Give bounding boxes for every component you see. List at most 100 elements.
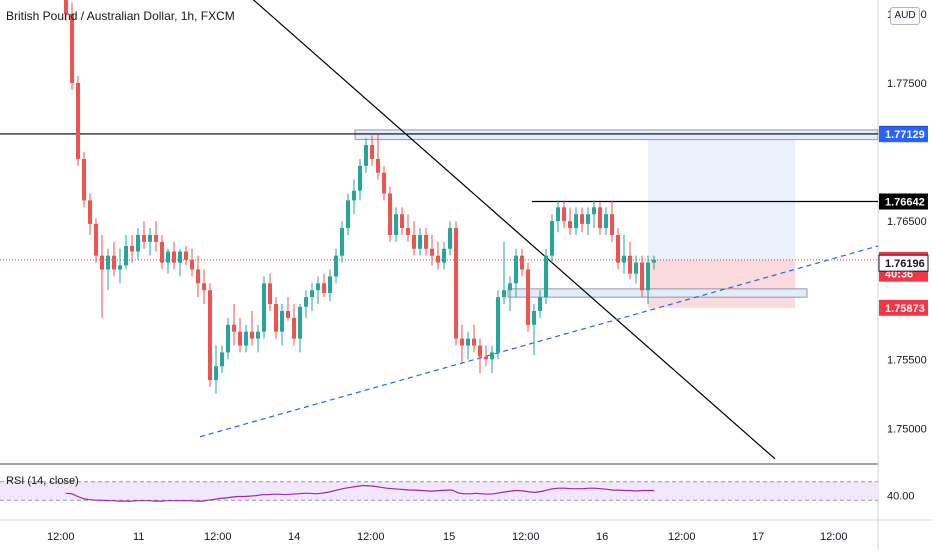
candle-body[interactable] (472, 338, 476, 346)
candle-body[interactable] (94, 223, 98, 256)
candle-body[interactable] (136, 234, 140, 252)
candle-body[interactable] (172, 251, 176, 263)
candle-body[interactable] (520, 255, 524, 270)
candle-body[interactable] (184, 251, 188, 260)
candle-body[interactable] (580, 214, 584, 224)
candle-body[interactable] (334, 255, 338, 277)
candle-body[interactable] (298, 306, 302, 339)
candle-body[interactable] (514, 255, 518, 284)
candle-body[interactable] (226, 324, 230, 353)
sr-zone[interactable] (507, 288, 808, 298)
candle-body[interactable] (154, 234, 158, 242)
position-loss-zone[interactable] (648, 259, 795, 308)
candle-body[interactable] (448, 228, 452, 249)
candle-body[interactable] (406, 228, 410, 235)
candle-body[interactable] (592, 207, 596, 215)
rsi-indicator-label[interactable]: RSI (14, close) (6, 475, 79, 487)
candle-body[interactable] (232, 324, 236, 332)
candle-body[interactable] (586, 214, 590, 224)
candle-body[interactable] (310, 290, 314, 298)
candle-body[interactable] (400, 214, 404, 229)
candle-body[interactable] (166, 251, 170, 263)
candle-body[interactable] (364, 145, 368, 166)
candle-body[interactable] (616, 234, 620, 263)
candle-body[interactable] (430, 248, 434, 256)
candle-body[interactable] (250, 331, 254, 339)
candle-body[interactable] (628, 255, 632, 274)
candle-body[interactable] (634, 262, 638, 274)
candle-body[interactable] (562, 207, 566, 222)
candle-body[interactable] (622, 255, 626, 263)
candle-body[interactable] (328, 276, 332, 294)
candle-body[interactable] (526, 269, 530, 325)
candle-body[interactable] (214, 366, 218, 381)
candle-body[interactable] (358, 165, 362, 191)
candle-body[interactable] (550, 221, 554, 256)
candle-body[interactable] (640, 262, 644, 291)
candle-body[interactable] (646, 262, 650, 291)
candle-body[interactable] (574, 214, 578, 229)
candle-body[interactable] (130, 246, 134, 252)
candle-body[interactable] (508, 283, 512, 291)
candle-body[interactable] (208, 290, 212, 381)
candle-body[interactable] (544, 255, 548, 298)
candle-body[interactable] (466, 338, 470, 346)
candle-body[interactable] (490, 352, 494, 360)
candle-body[interactable] (274, 304, 278, 332)
candle-body[interactable] (478, 345, 482, 357)
candle-body[interactable] (604, 214, 608, 229)
candle-body[interactable] (322, 283, 326, 294)
candle-body[interactable] (64, 0, 68, 14)
candle-body[interactable] (118, 265, 122, 270)
candle-body[interactable] (76, 82, 80, 159)
candle-body[interactable] (436, 255, 440, 263)
candle-body[interactable] (160, 241, 164, 263)
candle-body[interactable] (556, 207, 560, 222)
candle-body[interactable] (484, 356, 488, 360)
candle-body[interactable] (70, 13, 74, 83)
candle-body[interactable] (352, 190, 356, 201)
rsi-line[interactable] (65, 484, 654, 502)
candle-body[interactable] (460, 338, 464, 346)
candle-body[interactable] (112, 255, 116, 270)
candle-body[interactable] (424, 234, 428, 249)
candle-body[interactable] (286, 310, 290, 318)
candle-body[interactable] (256, 331, 260, 339)
candle-body[interactable] (598, 207, 602, 229)
candle-body[interactable] (568, 221, 572, 229)
candle-body[interactable] (382, 172, 386, 194)
descending-trendline[interactable] (230, 0, 776, 460)
candle-body[interactable] (88, 200, 92, 224)
candle-body[interactable] (376, 158, 380, 173)
candle-body[interactable] (82, 158, 86, 201)
candle-body[interactable] (502, 290, 506, 298)
candle-body[interactable] (496, 297, 500, 353)
candle-body[interactable] (652, 259, 656, 263)
candle-body[interactable] (292, 317, 296, 339)
currency-badge[interactable]: AUD (890, 7, 920, 25)
candle-body[interactable] (610, 214, 614, 235)
candle-body[interactable] (316, 283, 320, 291)
candle-body[interactable] (124, 246, 128, 266)
candle-body[interactable] (148, 234, 152, 242)
candle-body[interactable] (538, 297, 542, 311)
candle-body[interactable] (442, 248, 446, 263)
candle-body[interactable] (262, 283, 266, 332)
sr-zone[interactable] (354, 129, 879, 141)
candle-body[interactable] (202, 283, 206, 291)
candle-body[interactable] (244, 331, 248, 346)
candle-body[interactable] (412, 234, 416, 249)
candle-body[interactable] (100, 255, 104, 270)
candle-body[interactable] (268, 283, 272, 305)
candle-body[interactable] (454, 228, 458, 339)
candle-body[interactable] (142, 234, 146, 242)
candle-body[interactable] (238, 331, 242, 346)
candle-body[interactable] (220, 352, 224, 367)
candle-body[interactable] (190, 259, 194, 270)
candle-body[interactable] (280, 310, 284, 332)
position-profit-zone[interactable] (648, 134, 795, 260)
candle-body[interactable] (418, 234, 422, 249)
candle-body[interactable] (196, 269, 200, 284)
